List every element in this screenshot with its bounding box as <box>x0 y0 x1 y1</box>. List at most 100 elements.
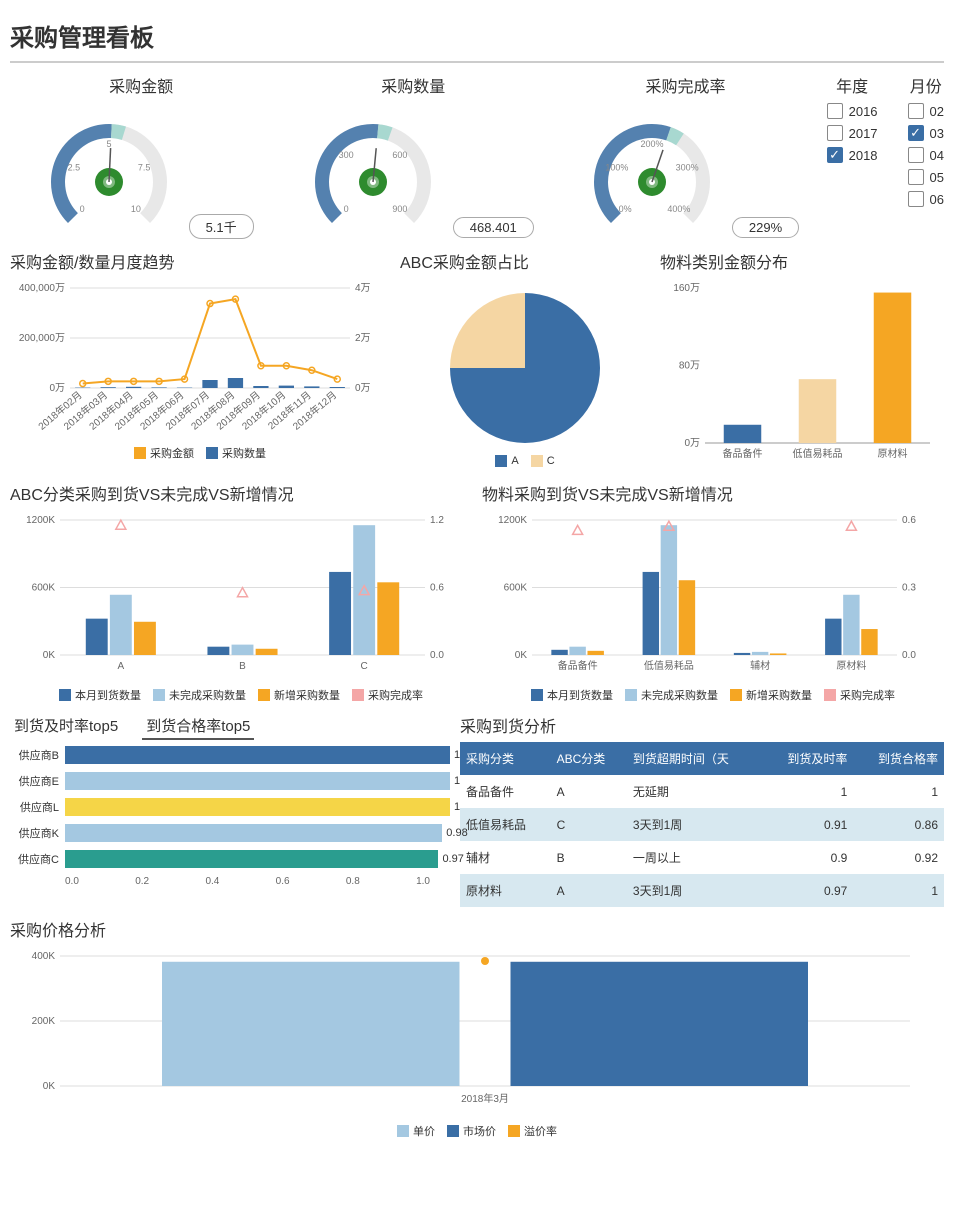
legend-item: 未完成采购数量 <box>153 687 246 703</box>
table-cell: 无延期 <box>627 775 763 808</box>
filter-label: 03 <box>930 126 944 141</box>
month-option-04[interactable]: 04 <box>908 147 944 163</box>
material-dist-chart: 0万80万160万备品备件低值易耗品原材料 <box>660 278 940 468</box>
arrival-table-box: 采购到货分析 采购分类ABC分类到货超期时间（天到货及时率到货合格率备品备件A无… <box>460 713 944 907</box>
month-option-03[interactable]: ✓ 03 <box>908 125 944 141</box>
legend-item: A <box>495 455 518 467</box>
tab-到货及时率top5[interactable]: 到货及时率top5 <box>10 713 122 740</box>
mat-compare-box: 物料采购到货VS未完成VS新增情况 0K600K1200K0.00.30.6备品… <box>482 481 944 703</box>
svg-text:1200K: 1200K <box>498 515 527 526</box>
gauge-1: 采购数量0300600900468.401 <box>282 73 544 239</box>
table-row: 备品备件A无延期11 <box>460 775 944 808</box>
arrival-table: 采购分类ABC分类到货超期时间（天到货及时率到货合格率备品备件A无延期11低值易… <box>460 742 944 907</box>
table-cell: 一周以上 <box>627 841 763 874</box>
svg-text:0万: 0万 <box>684 438 700 449</box>
legend-item: 未完成采购数量 <box>625 687 718 703</box>
table-header: 到货及时率 <box>763 742 854 775</box>
checkbox-icon[interactable]: ✓ <box>908 125 924 141</box>
axis-tick: 0.6 <box>276 876 290 887</box>
svg-text:200,000万: 200,000万 <box>19 333 65 344</box>
month-option-02[interactable]: 02 <box>908 103 944 119</box>
tab-到货合格率top5[interactable]: 到货合格率top5 <box>142 713 254 740</box>
year-option-2017[interactable]: 2017 <box>827 125 878 141</box>
svg-text:0K: 0K <box>43 650 56 661</box>
checkbox-icon[interactable] <box>908 191 924 207</box>
filter-label: 06 <box>930 192 944 207</box>
year-filter: 年度 20162017✓2018 <box>827 73 878 239</box>
svg-text:0万: 0万 <box>49 383 65 394</box>
table-cell: 0.97 <box>763 874 854 907</box>
svg-text:低值易耗品: 低值易耗品 <box>793 447 843 460</box>
table-header: 到货超期时间（天 <box>627 742 763 775</box>
checkbox-icon[interactable] <box>827 103 843 119</box>
svg-text:5: 5 <box>106 139 111 149</box>
svg-text:200%: 200% <box>640 139 663 149</box>
price-title: 采购价格分析 <box>10 917 944 941</box>
svg-text:200K: 200K <box>32 1016 56 1027</box>
svg-text:B: B <box>239 661 246 672</box>
svg-text:辅材: 辅材 <box>750 659 770 672</box>
svg-text:100%: 100% <box>605 162 628 172</box>
table-cell: 1 <box>853 874 944 907</box>
supplier-label: 供应商K <box>10 825 65 841</box>
svg-text:0: 0 <box>79 204 84 214</box>
price-box: 采购价格分析 0K200K400K2018年3月 单价市场价溢价率 <box>10 917 944 1139</box>
svg-text:1.2: 1.2 <box>430 515 444 526</box>
checkbox-icon[interactable] <box>827 125 843 141</box>
svg-text:原材料: 原材料 <box>836 659 866 672</box>
svg-text:0%: 0% <box>618 204 631 214</box>
table-cell: 原材料 <box>460 874 551 907</box>
checkbox-icon[interactable] <box>908 169 924 185</box>
svg-text:原材料: 原材料 <box>878 447 908 460</box>
svg-text:C: C <box>361 661 368 672</box>
supplier-label: 供应商C <box>10 851 65 867</box>
axis-tick: 0.8 <box>346 876 360 887</box>
legend-item: 新增采购数量 <box>730 687 812 703</box>
legend-item: 采购金额 <box>134 445 194 461</box>
bar-value: 1 <box>450 772 460 790</box>
month-option-05[interactable]: 05 <box>908 169 944 185</box>
trend-chart-box: 采购金额/数量月度趋势 0万200,000万400,000万0万2万4万2018… <box>10 249 390 471</box>
svg-text:4万: 4万 <box>355 283 371 294</box>
abc-compare-box: ABC分类采购到货VS未完成VS新增情况 0K600K1200K0.00.61.… <box>10 481 472 703</box>
table-cell: A <box>551 874 627 907</box>
bar-fill: 0.97 <box>65 850 438 868</box>
table-header: 采购分类 <box>460 742 551 775</box>
gauge-value: 229% <box>732 217 799 238</box>
svg-text:400,000万: 400,000万 <box>19 283 65 294</box>
bar-fill: 0.98 <box>65 824 442 842</box>
month-option-06[interactable]: 06 <box>908 191 944 207</box>
top5-box: 到货及时率top5到货合格率top5 供应商B1供应商E1供应商L1供应商K0.… <box>10 713 450 907</box>
bar-fill: 1 <box>65 772 450 790</box>
svg-text:400%: 400% <box>667 204 690 214</box>
gauge-title: 采购完成率 <box>554 73 816 97</box>
gauge-title: 采购金额 <box>10 73 272 97</box>
table-header: 到货合格率 <box>853 742 944 775</box>
checkbox-icon[interactable] <box>908 103 924 119</box>
year-option-2018[interactable]: ✓2018 <box>827 147 878 163</box>
filter-label: 04 <box>930 148 944 163</box>
axis-tick: 0.2 <box>135 876 149 887</box>
year-option-2016[interactable]: 2016 <box>827 103 878 119</box>
pie-title: ABC采购金额占比 <box>400 249 650 273</box>
svg-text:0.0: 0.0 <box>430 650 444 661</box>
bar-fill: 1 <box>65 798 450 816</box>
svg-text:300: 300 <box>338 150 353 160</box>
legend-item: 采购完成率 <box>824 687 895 703</box>
svg-text:备品备件: 备品备件 <box>558 659 598 672</box>
svg-text:2万: 2万 <box>355 333 371 344</box>
month-filter-title: 月份 <box>908 73 944 97</box>
bar-value: 1 <box>450 746 460 764</box>
dashboard-title: 采购管理看板 <box>10 10 944 63</box>
checkbox-icon[interactable] <box>908 147 924 163</box>
gauge-title: 采购数量 <box>282 73 544 97</box>
checkbox-icon[interactable]: ✓ <box>827 147 843 163</box>
svg-text:0K: 0K <box>515 650 528 661</box>
svg-text:600K: 600K <box>504 583 528 594</box>
table-cell: 3天到1周 <box>627 808 763 841</box>
svg-text:备品备件: 备品备件 <box>723 447 763 460</box>
legend-item: C <box>531 455 555 467</box>
top5-row: 供应商E1 <box>10 772 450 790</box>
axis-tick: 1.0 <box>416 876 430 887</box>
svg-text:1200K: 1200K <box>26 515 55 526</box>
